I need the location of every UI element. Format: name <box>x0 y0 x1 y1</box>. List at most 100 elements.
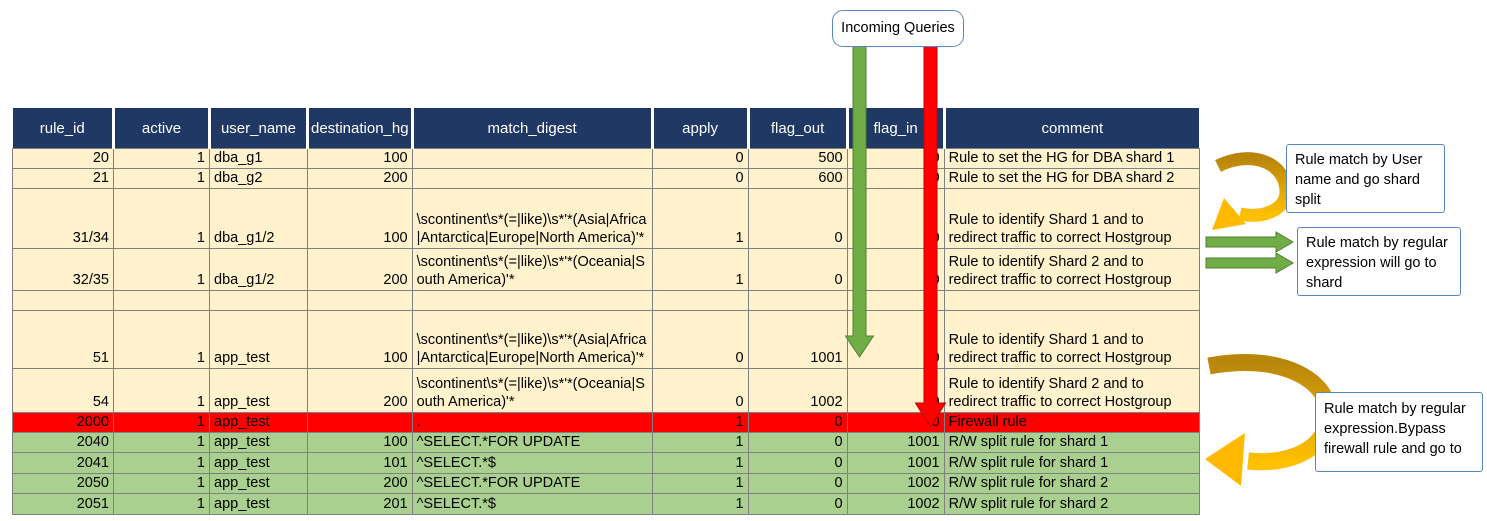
cell-flag_out[interactable]: 1001 <box>747 310 848 369</box>
cell-match_digest[interactable]: \scontinent\s*(=|like)\s*'*(Asia|Africa|… <box>411 188 653 249</box>
column-header-rule_id[interactable]: rule_id <box>12 108 114 149</box>
cell-comment[interactable]: Rule to identify Shard 1 and to redirect… <box>943 188 1200 249</box>
column-header-match_digest[interactable]: match_digest <box>410 108 653 149</box>
cell-flag_out[interactable]: 0 <box>747 248 848 291</box>
cell-flag_in[interactable]: 1002 <box>846 493 945 515</box>
cell-comment[interactable]: R/W split rule for shard 2 <box>943 473 1200 494</box>
cell-match_digest[interactable] <box>411 168 653 189</box>
cell-active[interactable]: 1 <box>113 148 210 169</box>
cell-flag_in[interactable]: 1002 <box>846 473 945 494</box>
cell-match_digest[interactable]: ^SELECT.*FOR UPDATE <box>411 473 653 494</box>
cell-destination_hg[interactable]: 100 <box>307 148 413 169</box>
cell-active[interactable]: 1 <box>113 493 210 515</box>
cell-rule_id[interactable]: 2040 <box>12 432 114 453</box>
cell-user_name[interactable]: dba_g1 <box>209 148 308 169</box>
cell-flag_in[interactable]: 0 <box>846 168 945 189</box>
cell-rule_id[interactable]: 54 <box>12 368 114 413</box>
cell-rule_id[interactable]: 2000 <box>12 412 114 433</box>
cell-user_name[interactable]: app_test <box>209 473 308 494</box>
cell-user_name[interactable]: app_test <box>209 452 308 474</box>
cell-active[interactable]: 1 <box>113 432 210 453</box>
cell-active[interactable]: 1 <box>113 452 210 474</box>
cell-active[interactable]: 1 <box>113 248 210 291</box>
cell-rule_id[interactable]: 31/34 <box>12 188 114 249</box>
cell-rule_id[interactable]: 21 <box>12 168 114 189</box>
cell-flag_out[interactable]: 600 <box>747 168 848 189</box>
cell-rule_id[interactable]: 2041 <box>12 452 114 474</box>
cell-flag_out[interactable]: 0 <box>747 473 848 494</box>
cell-apply[interactable]: 1 <box>651 473 749 494</box>
cell-match_digest[interactable]: ^SELECT.*FOR UPDATE <box>411 432 653 453</box>
cell-rule_id[interactable] <box>12 290 114 311</box>
cell-user_name[interactable]: app_test <box>209 493 308 515</box>
column-header-destination_hg[interactable]: destination_hg <box>306 108 413 149</box>
cell-comment[interactable]: R/W split rule for shard 2 <box>943 493 1200 515</box>
cell-active[interactable]: 1 <box>113 412 210 433</box>
cell-destination_hg[interactable]: 200 <box>307 168 413 189</box>
cell-flag_out[interactable]: 0 <box>747 452 848 474</box>
cell-comment[interactable]: R/W split rule for shard 1 <box>943 432 1200 453</box>
cell-apply[interactable]: 0 <box>651 168 749 189</box>
cell-destination_hg[interactable]: 200 <box>307 368 413 413</box>
cell-flag_in[interactable]: 0 <box>846 368 945 413</box>
cell-flag_out[interactable]: 0 <box>747 432 848 453</box>
cell-apply[interactable]: 1 <box>651 248 749 291</box>
cell-match_digest[interactable]: . <box>411 412 653 433</box>
cell-comment[interactable]: Rule to set the HG for DBA shard 2 <box>943 168 1200 189</box>
cell-user_name[interactable]: dba_g1/2 <box>209 248 308 291</box>
cell-comment[interactable]: Rule to identify Shard 2 and to redirect… <box>943 248 1200 291</box>
cell-flag_in[interactable]: 0 <box>846 188 945 249</box>
cell-flag_out[interactable] <box>747 290 848 311</box>
cell-destination_hg[interactable]: 200 <box>307 473 413 494</box>
column-header-user_name[interactable]: user_name <box>208 108 308 149</box>
cell-destination_hg[interactable]: 100 <box>307 432 413 453</box>
column-header-apply[interactable]: apply <box>650 108 749 149</box>
cell-rule_id[interactable]: 2051 <box>12 493 114 515</box>
cell-rule_id[interactable]: 32/35 <box>12 248 114 291</box>
cell-destination_hg[interactable]: 201 <box>307 493 413 515</box>
cell-user_name[interactable]: dba_g2 <box>209 168 308 189</box>
cell-apply[interactable]: 1 <box>651 412 749 433</box>
cell-comment[interactable] <box>943 290 1200 311</box>
cell-flag_out[interactable]: 1002 <box>747 368 848 413</box>
cell-active[interactable]: 1 <box>113 310 210 369</box>
cell-flag_in[interactable]: 0 <box>846 148 945 169</box>
cell-apply[interactable] <box>651 290 749 311</box>
cell-apply[interactable]: 1 <box>651 432 749 453</box>
cell-user_name[interactable]: app_test <box>209 368 308 413</box>
cell-destination_hg[interactable] <box>307 412 413 433</box>
column-header-flag_out[interactable]: flag_out <box>746 108 848 149</box>
cell-comment[interactable]: Firewall rule <box>943 412 1200 433</box>
column-header-active[interactable]: active <box>112 108 210 149</box>
cell-comment[interactable]: Rule to identify Shard 1 and to redirect… <box>943 310 1200 369</box>
cell-match_digest[interactable]: ^SELECT.*$ <box>411 493 653 515</box>
cell-match_digest[interactable] <box>411 148 653 169</box>
cell-destination_hg[interactable]: 200 <box>307 248 413 291</box>
cell-comment[interactable]: Rule to identify Shard 2 and to redirect… <box>943 368 1200 413</box>
cell-active[interactable] <box>113 290 210 311</box>
cell-apply[interactable]: 1 <box>651 493 749 515</box>
cell-active[interactable]: 1 <box>113 473 210 494</box>
cell-flag_in[interactable]: 0 <box>846 310 945 369</box>
cell-match_digest[interactable]: \scontinent\s*(=|like)\s*'*(Oceania|Sout… <box>411 368 653 413</box>
cell-apply[interactable]: 0 <box>651 368 749 413</box>
column-header-comment[interactable]: comment <box>942 108 1200 149</box>
cell-user_name[interactable]: dba_g1/2 <box>209 188 308 249</box>
cell-match_digest[interactable] <box>411 290 653 311</box>
cell-flag_out[interactable]: 0 <box>747 493 848 515</box>
cell-user_name[interactable]: app_test <box>209 412 308 433</box>
cell-apply[interactable]: 1 <box>651 188 749 249</box>
cell-user_name[interactable]: app_test <box>209 432 308 453</box>
cell-match_digest[interactable]: \scontinent\s*(=|like)\s*'*(Asia|Africa|… <box>411 310 653 369</box>
cell-rule_id[interactable]: 20 <box>12 148 114 169</box>
cell-user_name[interactable] <box>209 290 308 311</box>
cell-destination_hg[interactable]: 100 <box>307 188 413 249</box>
cell-flag_out[interactable]: 0 <box>747 412 848 433</box>
cell-apply[interactable]: 0 <box>651 310 749 369</box>
cell-destination_hg[interactable] <box>307 290 413 311</box>
cell-active[interactable]: 1 <box>113 188 210 249</box>
cell-match_digest[interactable]: ^SELECT.*$ <box>411 452 653 474</box>
cell-destination_hg[interactable]: 101 <box>307 452 413 474</box>
cell-active[interactable]: 1 <box>113 168 210 189</box>
cell-comment[interactable]: Rule to set the HG for DBA shard 1 <box>943 148 1200 169</box>
